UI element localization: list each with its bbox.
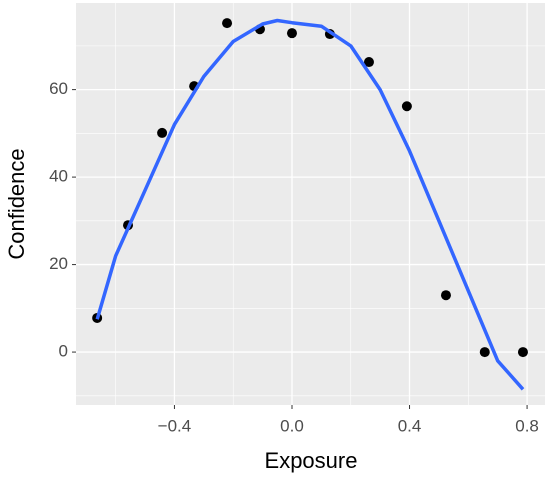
panel bbox=[76, 3, 545, 405]
y-tick-label: 20 bbox=[49, 254, 68, 273]
x-tick-label: 0.8 bbox=[515, 416, 539, 435]
point bbox=[157, 127, 168, 138]
smooth-line bbox=[95, 18, 525, 391]
y-tick-label: 60 bbox=[49, 79, 68, 98]
y-axis-title: Confidence bbox=[4, 148, 29, 259]
point bbox=[479, 347, 490, 358]
x-tick-label: −0.4 bbox=[158, 416, 192, 435]
point bbox=[222, 18, 233, 29]
x-tick-label: 0.4 bbox=[398, 416, 422, 435]
y-tick-label: 40 bbox=[49, 167, 68, 186]
x-axis-title: Exposure bbox=[265, 448, 358, 473]
point bbox=[517, 347, 528, 358]
x-tick-label: 0.0 bbox=[280, 416, 304, 435]
point bbox=[401, 101, 412, 112]
point bbox=[440, 290, 451, 301]
point bbox=[363, 57, 374, 68]
point bbox=[286, 28, 297, 39]
y-tick-label: 0 bbox=[59, 342, 68, 361]
